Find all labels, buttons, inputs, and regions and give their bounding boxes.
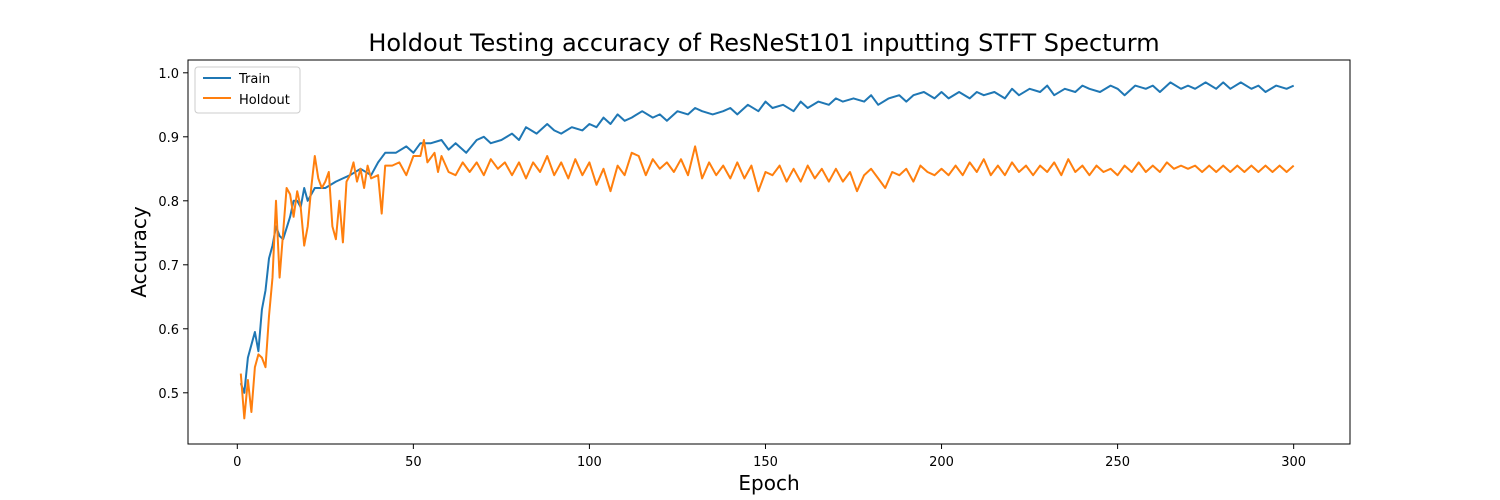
axes-frame [187, 59, 1351, 445]
y-axis-title: Accuracy [127, 206, 151, 297]
x-tick-label: 150 [753, 455, 778, 470]
series-line-train [239, 81, 1295, 394]
y-tick-label: 0.8 [158, 195, 179, 210]
y-tick-label: 0.5 [158, 387, 179, 402]
legend-label-train: Train [238, 72, 270, 87]
y-tick-label: 0.6 [158, 323, 179, 338]
x-tick-label: 0 [233, 455, 241, 470]
x-tick-label: 300 [1281, 455, 1306, 470]
x-tick-label: 100 [577, 455, 602, 470]
y-axis-ticks: 0.5 0.6 0.7 0.8 0.9 1.0 [158, 67, 188, 402]
x-tick-label: 50 [405, 455, 422, 470]
x-tick-label: 250 [1105, 455, 1130, 470]
plot-area [187, 59, 1351, 445]
legend: Train Holdout [194, 66, 301, 114]
y-tick-label: 0.9 [158, 131, 179, 146]
y-tick-label: 1.0 [158, 67, 179, 82]
x-tick-label: 200 [929, 455, 954, 470]
x-axis-title: Epoch [738, 471, 799, 495]
x-axis-ticks: 0 50 100 150 200 250 300 [233, 444, 1306, 470]
chart-title: Holdout Testing accuracy of ResNeSt101 i… [368, 29, 1159, 57]
series-layer [239, 81, 1295, 420]
legend-label-holdout: Holdout [239, 93, 290, 108]
y-tick-label: 0.7 [158, 259, 179, 274]
series-line-holdout [239, 139, 1295, 420]
